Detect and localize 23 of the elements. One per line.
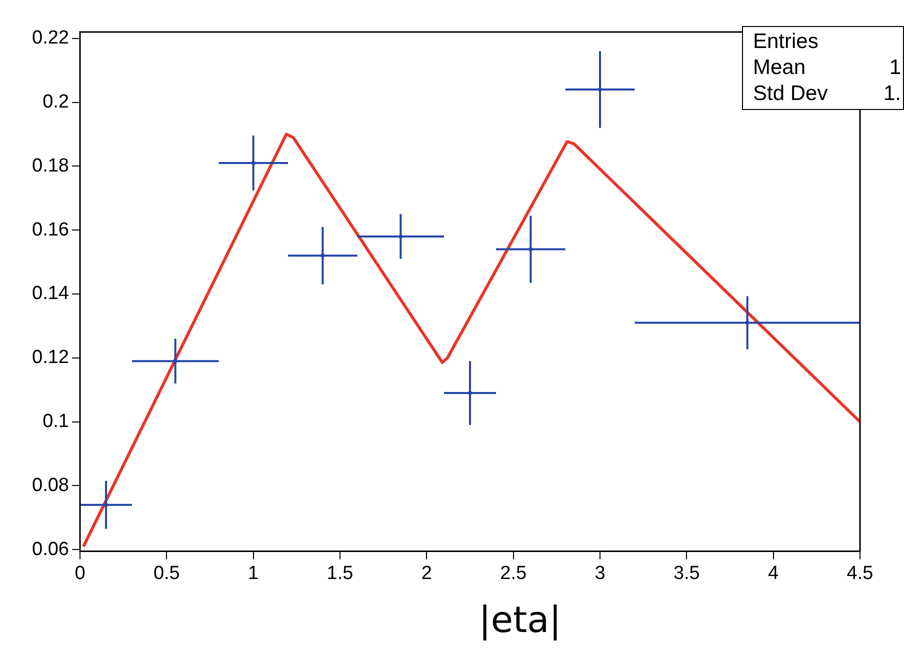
x-tick-label: 4 <box>768 562 780 584</box>
x-tick-label: 0.5 <box>153 562 180 584</box>
y-tick-label: 0.18 <box>32 155 69 176</box>
x-tick-label: 3 <box>594 562 606 584</box>
y-tick-label: 0.14 <box>32 283 70 304</box>
y-tick-label: 0.16 <box>32 219 69 240</box>
y-tick-label: 0.2 <box>42 92 69 113</box>
x-tick-label: 2.5 <box>500 562 527 584</box>
y-tick-label: 0.06 <box>32 538 69 560</box>
x-tick-label: 2 <box>421 562 432 584</box>
x-tick-label: 1 <box>248 562 259 584</box>
y-tick-label: 0.1 <box>42 411 69 432</box>
annotation: Entries <box>753 29 818 55</box>
y-tick-label: 0.08 <box>32 474 69 496</box>
x-tick-label: 0 <box>74 562 86 584</box>
y-tick-label: 0.22 <box>32 28 69 49</box>
y-tick-label: 0.12 <box>32 347 69 368</box>
x-tick-label: 1.5 <box>326 562 354 584</box>
text: Mean 1 <box>753 56 901 79</box>
x-tick-label: 4.5 <box>846 562 874 584</box>
x-tick-label: 3.5 <box>673 562 700 584</box>
text: Std Dev 1. <box>753 82 901 105</box>
x-axis-title: |eta| <box>478 600 562 641</box>
